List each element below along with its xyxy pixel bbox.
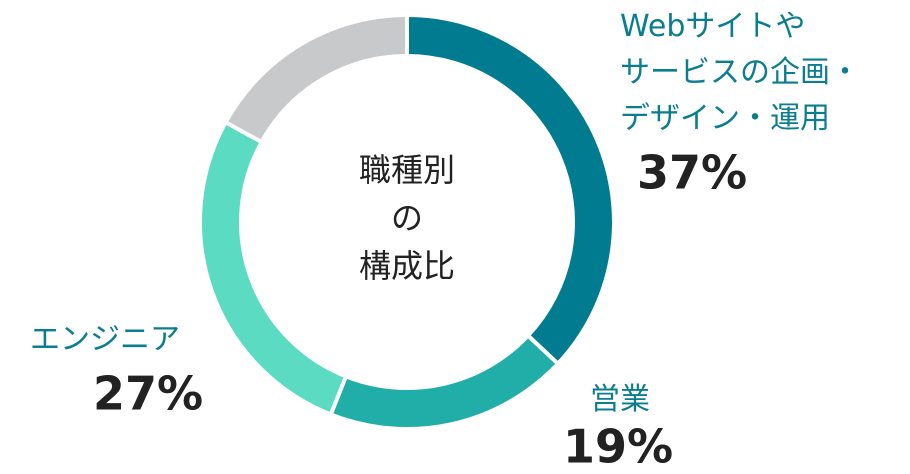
center-label: 職種別の構成比 <box>359 151 455 285</box>
value-label: 37% <box>637 146 747 200</box>
category-label: エンジニア <box>30 322 180 357</box>
donut-segment <box>198 119 349 418</box>
donut-segment <box>328 332 561 431</box>
category-label: Webサイトやサービスの企画・デザイン・運用 <box>620 9 860 136</box>
value-label: 27% <box>93 367 203 421</box>
donut-segment <box>405 12 616 367</box>
value-label: 19% <box>563 420 673 474</box>
category-label: 営業 <box>590 382 650 417</box>
donut-segment <box>222 12 409 145</box>
